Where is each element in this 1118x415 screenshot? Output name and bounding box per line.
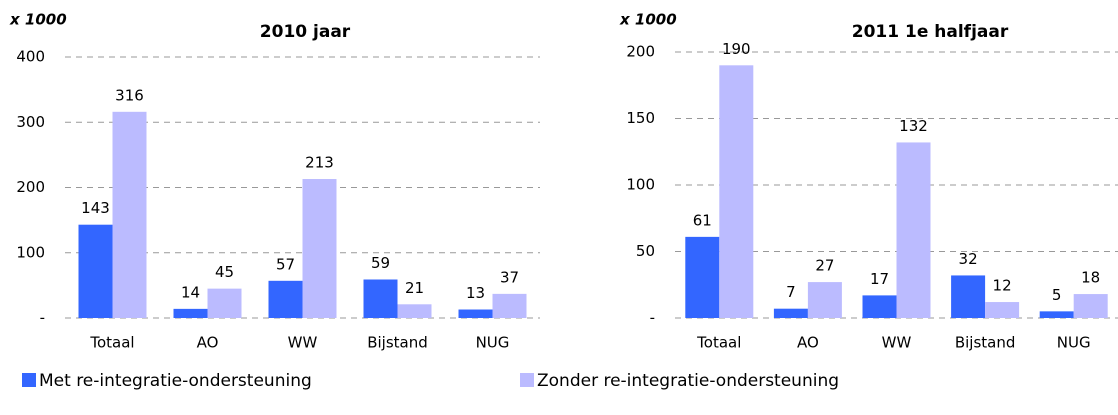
value-label: 132 — [899, 117, 928, 135]
legend-swatch — [520, 373, 534, 387]
bar — [773, 308, 808, 318]
y-tick-label: 150 — [626, 109, 655, 127]
value-label: 13 — [466, 284, 485, 302]
value-label: 14 — [181, 283, 200, 301]
value-label: 190 — [722, 40, 751, 58]
y-tick-label: 400 — [16, 48, 45, 66]
bar — [458, 309, 493, 318]
bar — [685, 236, 720, 318]
y-tick-label: - — [40, 309, 45, 327]
y-tick-label: - — [650, 309, 655, 327]
value-label: 57 — [276, 255, 295, 273]
value-label: 37 — [500, 268, 519, 286]
chart-title: 2011 1e halfjaar — [852, 22, 1009, 42]
bar — [207, 288, 242, 318]
bar — [1073, 294, 1108, 318]
value-label: 61 — [693, 211, 712, 229]
x-tick-label: AO — [797, 334, 819, 352]
y-tick-label: 100 — [626, 176, 655, 194]
bar — [363, 279, 398, 318]
bar — [78, 224, 113, 318]
x-tick-label: WW — [882, 334, 912, 352]
bar — [719, 65, 754, 318]
bar — [862, 295, 897, 318]
bar — [896, 142, 931, 318]
value-label: 18 — [1081, 269, 1100, 287]
x-tick-label: NUG — [476, 334, 510, 352]
value-label: 59 — [371, 254, 390, 272]
bar — [1039, 311, 1074, 318]
x-tick-label: Bijstand — [955, 334, 1016, 352]
bar — [173, 308, 208, 318]
bar — [807, 282, 842, 318]
value-label: 5 — [1052, 286, 1062, 304]
y-tick-label: 100 — [16, 243, 45, 261]
legend-label: Zonder re-integratie-ondersteuning — [537, 371, 839, 391]
x-tick-label: Totaal — [89, 334, 134, 352]
x-tick-label: WW — [288, 334, 318, 352]
value-label: 316 — [115, 86, 144, 104]
bar — [397, 304, 432, 318]
x-tick-label: AO — [197, 334, 219, 352]
value-label: 12 — [993, 277, 1012, 295]
value-label: 213 — [305, 154, 334, 172]
y-tick-label: 300 — [16, 113, 45, 131]
bar — [302, 179, 337, 318]
y-tick-label: 200 — [626, 43, 655, 61]
chart-title: 2010 jaar — [260, 22, 351, 42]
bar — [951, 275, 986, 318]
y-tick-label: 50 — [636, 242, 655, 260]
legend-label: Met re-integratie-ondersteuning — [39, 371, 312, 391]
bar — [112, 111, 147, 318]
x-tick-label: Bijstand — [367, 334, 428, 352]
bar — [985, 302, 1020, 318]
value-label: 7 — [786, 283, 796, 301]
value-label: 143 — [81, 199, 110, 217]
y-axis-label: x 1000 — [9, 11, 67, 29]
value-label: 21 — [405, 279, 424, 297]
x-tick-label: NUG — [1057, 334, 1091, 352]
y-axis-label: x 1000 — [619, 11, 677, 29]
value-label: 27 — [815, 257, 834, 275]
bar — [492, 293, 527, 318]
y-tick-label: 200 — [16, 178, 45, 196]
value-label: 45 — [215, 263, 234, 281]
x-tick-label: Totaal — [696, 334, 741, 352]
value-label: 17 — [870, 270, 889, 288]
bar — [268, 280, 303, 318]
value-label: 32 — [959, 250, 978, 268]
legend-swatch — [22, 373, 36, 387]
